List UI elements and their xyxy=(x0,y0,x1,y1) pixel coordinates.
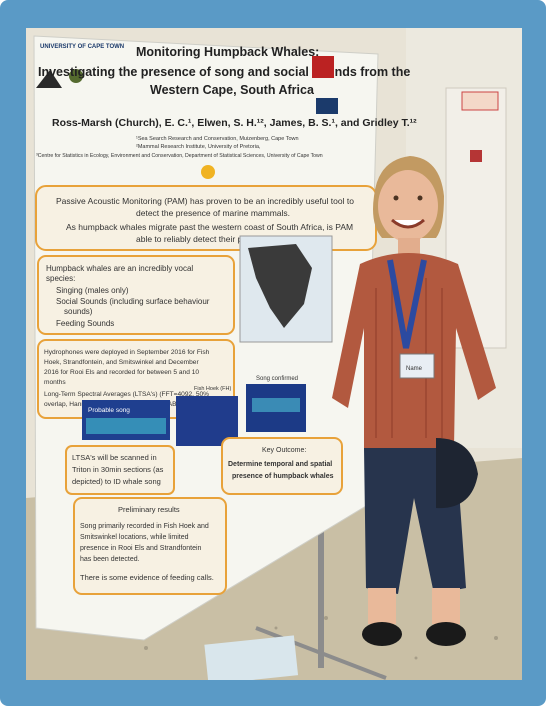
outcome-3: presence of humpback whales xyxy=(232,473,334,480)
result-4: has been detected. xyxy=(80,556,140,563)
right-leg xyxy=(432,588,460,624)
spectrogram-label-3: Song confirmed xyxy=(256,376,298,382)
ltsa-text-3: depicted) to ID whale song xyxy=(72,477,161,486)
tote-bag xyxy=(436,438,478,509)
poster-title-2: Investigating the presence of song and s… xyxy=(38,65,410,79)
poster-title-1: Monitoring Humpback Whales: xyxy=(136,45,319,59)
method-3: 2016 for Rooi Els and recorded for betwe… xyxy=(44,369,199,376)
mri-logo xyxy=(316,98,338,114)
spectrogram-label-1: Probable song xyxy=(88,407,130,414)
lanyard xyxy=(387,259,427,349)
intro-text-2: detect the presence of marine mammals. xyxy=(136,208,290,218)
photo-scene: UNIVERSITY OF CAPE TOWN Monitoring Humpb… xyxy=(26,28,522,680)
vocal-item-1: Singing (males only) xyxy=(56,286,129,295)
intro-text-4: able to reliably detect their presence? xyxy=(136,234,278,244)
intro-text-1: Passive Acoustic Monitoring (PAM) has pr… xyxy=(56,196,354,206)
alarm-box xyxy=(470,150,482,162)
mountain-logo xyxy=(36,69,83,88)
outcome-2: Determine temporal and spatial xyxy=(228,461,332,468)
sweater xyxy=(332,253,496,448)
stand-leg xyxy=(255,626,387,680)
affiliation-3: ³Centre for Statistics in Ecology, Envir… xyxy=(36,153,323,159)
intro-text-3: As humpback whales migrate past the west… xyxy=(66,222,353,232)
results-box xyxy=(73,497,227,595)
right-eye xyxy=(417,195,423,201)
fire-sign xyxy=(461,91,499,111)
affiliation-1: ¹Sea Search Research and Conservation, M… xyxy=(136,136,299,142)
person: Name xyxy=(332,156,496,646)
university-name: UNIVERSITY OF CAPE TOWN xyxy=(40,44,124,50)
vocal-heading-2: species: xyxy=(46,274,75,283)
vocal-item-2: Social Sounds (including surface behavio… xyxy=(56,297,210,306)
results-heading: Preliminary results xyxy=(118,505,180,514)
name-badge xyxy=(399,353,435,379)
poster-title-3: Western Cape, South Africa xyxy=(150,83,315,97)
outcome-box xyxy=(221,437,343,495)
result-3: presence in Rooi Els and Strandfontein xyxy=(80,545,202,552)
vocal-box xyxy=(37,255,235,335)
flyers-on-floor xyxy=(204,635,299,680)
method-4: months xyxy=(44,379,66,386)
face xyxy=(378,170,438,242)
spectrogram-1-band xyxy=(86,418,166,434)
smile xyxy=(391,218,425,229)
poster-photo: UNIVERSITY OF CAPE TOWN Monitoring Humpb… xyxy=(26,28,522,680)
left-shoe xyxy=(362,622,402,646)
ltsa-text-2: Triton in 30min sections (as xyxy=(72,465,164,474)
vocal-item-3: Feeding Sounds xyxy=(56,319,114,328)
neck xyxy=(398,238,420,256)
outcome-1: Key Outcome: xyxy=(262,447,306,454)
affiliation-2: ²Mammal Research Institute, University o… xyxy=(136,144,261,150)
crest-logo xyxy=(312,56,334,78)
method-1: Hydrophones were deployed in September 2… xyxy=(44,349,210,356)
method-5: Long-Term Spectral Averages (LTSA's) (FF… xyxy=(44,391,209,398)
sea-search-logo xyxy=(201,165,215,179)
ltsa-box xyxy=(65,445,175,495)
poster-authors: Ross-Marsh (Church), E. C.¹, Elwen, S. H… xyxy=(52,117,417,129)
vocal-heading-1: Humpback whales are an incredibly vocal xyxy=(46,264,193,273)
spectrogram-label-2: Fish Hoek (FH) xyxy=(194,386,231,392)
map-land xyxy=(248,244,312,328)
ltsa-text-1: LTSA's will be scanned in xyxy=(72,453,157,462)
left-eye xyxy=(393,195,399,201)
result-1: Song primarily recorded in Fish Hoek and xyxy=(80,523,209,530)
name-badge-text: Name xyxy=(406,366,423,372)
spectrogram-3-band xyxy=(252,398,300,412)
result-5: There is some evidence of feeding calls. xyxy=(80,573,214,582)
vocal-item-2b: sounds) xyxy=(64,307,93,316)
right-shoe xyxy=(426,622,466,646)
method-2: Hoek, Strandfontein, and Smitswinkel and… xyxy=(44,359,199,366)
left-leg xyxy=(368,588,396,624)
result-2: Smitswinkel locations, while limited xyxy=(80,534,189,541)
stand-pole xyxy=(318,468,324,668)
